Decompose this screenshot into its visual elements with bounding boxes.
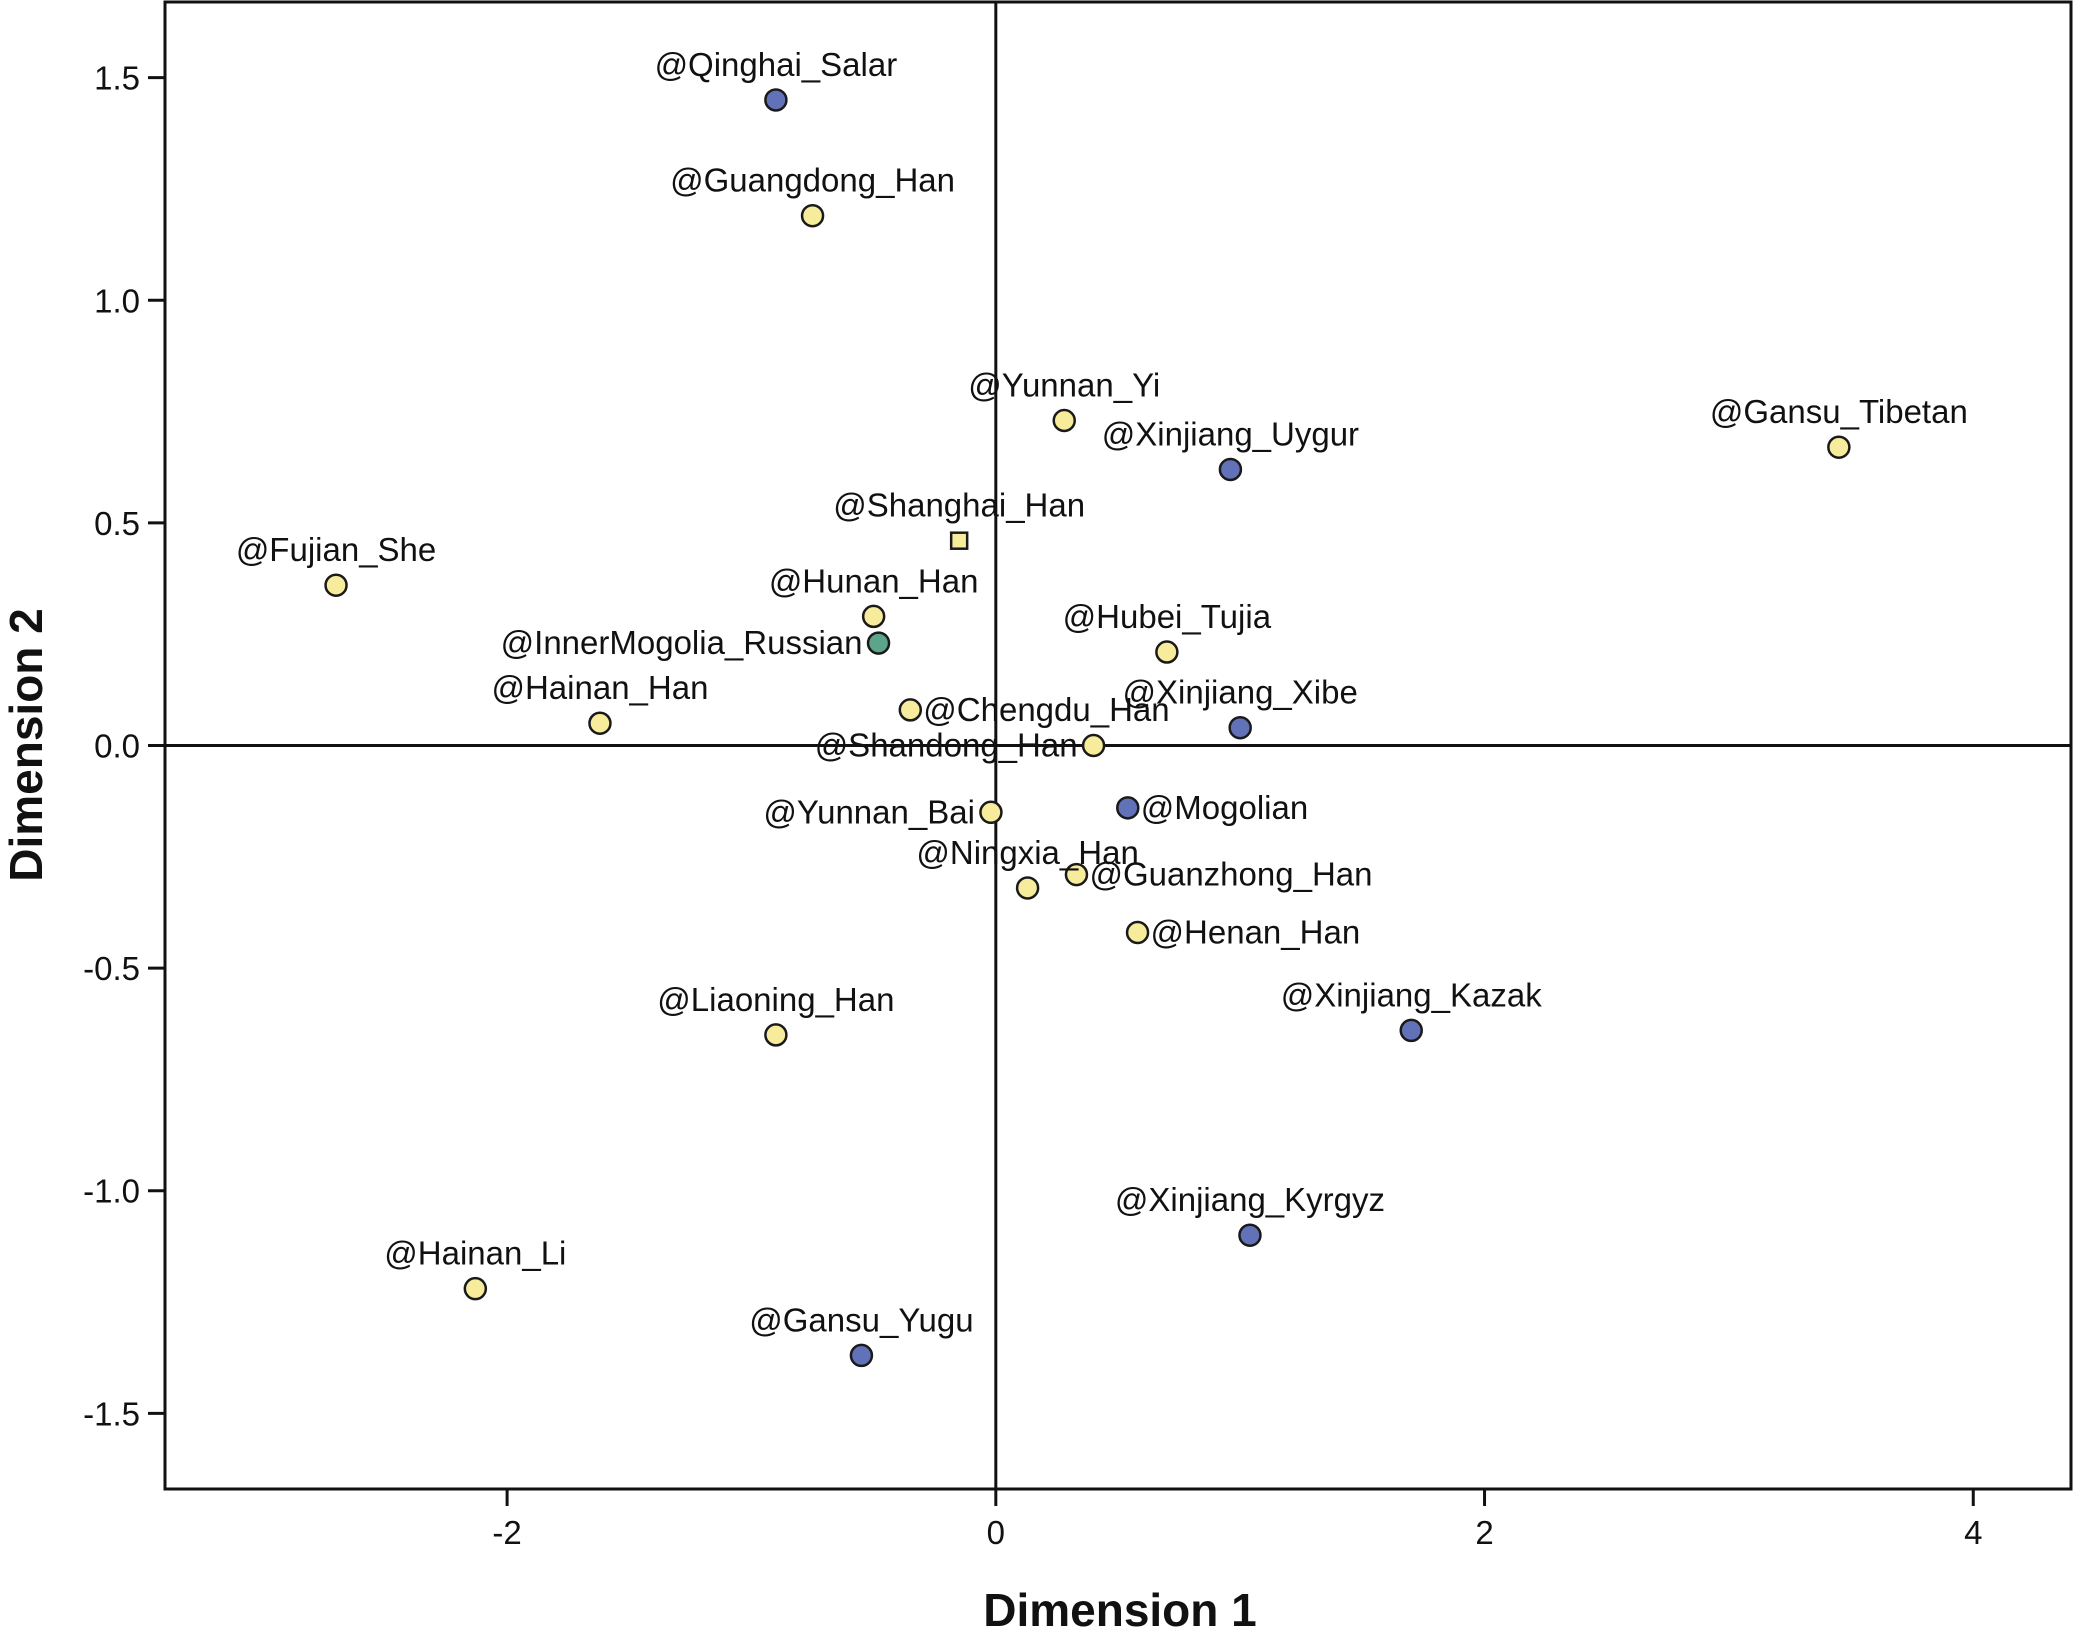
point-label: @Guangdong_Han [670, 162, 955, 199]
data-point [588, 711, 612, 735]
data-point [1238, 1223, 1262, 1247]
point-label: @Ningxia_Han [916, 834, 1138, 871]
data-points [324, 88, 1851, 1368]
point-label: @Chengdu_Han [923, 691, 1169, 728]
reference-lines [165, 2, 2071, 1489]
data-point [1125, 920, 1150, 945]
data-point [1064, 862, 1089, 887]
data-point [1218, 457, 1243, 482]
data-point [1155, 640, 1179, 664]
data-point [800, 203, 825, 228]
point-label: @Mogolian [1141, 789, 1308, 826]
data-point [849, 1343, 874, 1368]
x-tick-label: 0 [987, 1514, 1005, 1551]
x-axis-ticks: -2 0 2 4 [492, 1489, 1982, 1551]
point-label: @Hainan_Li [384, 1235, 566, 1272]
y-tick-label: 1.0 [94, 282, 140, 319]
point-label: @InnerMogolia_Russian [501, 624, 863, 661]
data-point [861, 604, 886, 629]
y-tick-label: 0.0 [94, 728, 140, 765]
data-point [1399, 1018, 1423, 1043]
data-point [324, 573, 348, 597]
point-label: @Hubei_Tujia [1063, 598, 1272, 635]
point-label: @Xinjiang_Uygur [1102, 415, 1359, 452]
point-label: @Hainan_Han [491, 669, 708, 706]
point-label: @Gansu_Tibetan [1710, 393, 1968, 430]
data-point [949, 531, 969, 550]
x-tick-label: 2 [1475, 1514, 1493, 1551]
y-tick-label: -1.5 [83, 1395, 140, 1432]
y-axis-title: Dimension 2 [0, 608, 52, 882]
point-label: @Xinjiang_Kazak [1281, 976, 1542, 1013]
y-tick-label: -0.5 [83, 950, 140, 987]
y-tick-label: -1.0 [83, 1173, 140, 1210]
data-point [1827, 435, 1851, 459]
point-label: @Hunan_Han [769, 562, 979, 599]
data-point [898, 698, 923, 722]
y-tick-label: 1.5 [94, 60, 140, 97]
point-labels: @Qinghai_Salar @Guangdong_Han @Yunnan_Yi @X… [236, 46, 1968, 1338]
data-point [1015, 876, 1040, 900]
point-label: @Shanghai_Han [833, 487, 1085, 524]
y-tick-label: 0.5 [94, 505, 140, 542]
data-point [764, 1023, 788, 1047]
point-label: @Xinjiang_Kyrgyz [1115, 1181, 1385, 1218]
data-point [1228, 715, 1252, 740]
data-point [1116, 796, 1140, 820]
point-label: @Xinjiang_Xibe [1123, 674, 1358, 711]
point-label: @Yunnan_Yi [968, 366, 1160, 403]
point-label: @Shandong_Han [815, 727, 1078, 764]
x-tick-label: 4 [1964, 1514, 1982, 1551]
data-point [1052, 408, 1076, 433]
data-point [866, 631, 891, 655]
point-label: @Fujian_She [236, 531, 436, 568]
data-point [463, 1276, 488, 1301]
x-axis-title: Dimension 1 [983, 1584, 1257, 1636]
data-point [764, 88, 788, 112]
data-point [1081, 733, 1106, 758]
point-label: @Henan_Han [1151, 913, 1361, 950]
data-point [979, 800, 1003, 825]
point-label: @Liaoning_Han [657, 981, 894, 1018]
point-label: @Yunnan_Bai [763, 793, 975, 830]
point-label: @Qinghai_Salar [655, 46, 898, 83]
point-label: @Guanzhong_Han [1089, 856, 1372, 893]
y-axis-ticks: -1.5 -1.0 -0.5 0.0 0.5 1.0 1.5 [83, 60, 165, 1432]
point-label: @Gansu_Yugu [749, 1301, 973, 1338]
x-tick-label: -2 [492, 1514, 521, 1551]
